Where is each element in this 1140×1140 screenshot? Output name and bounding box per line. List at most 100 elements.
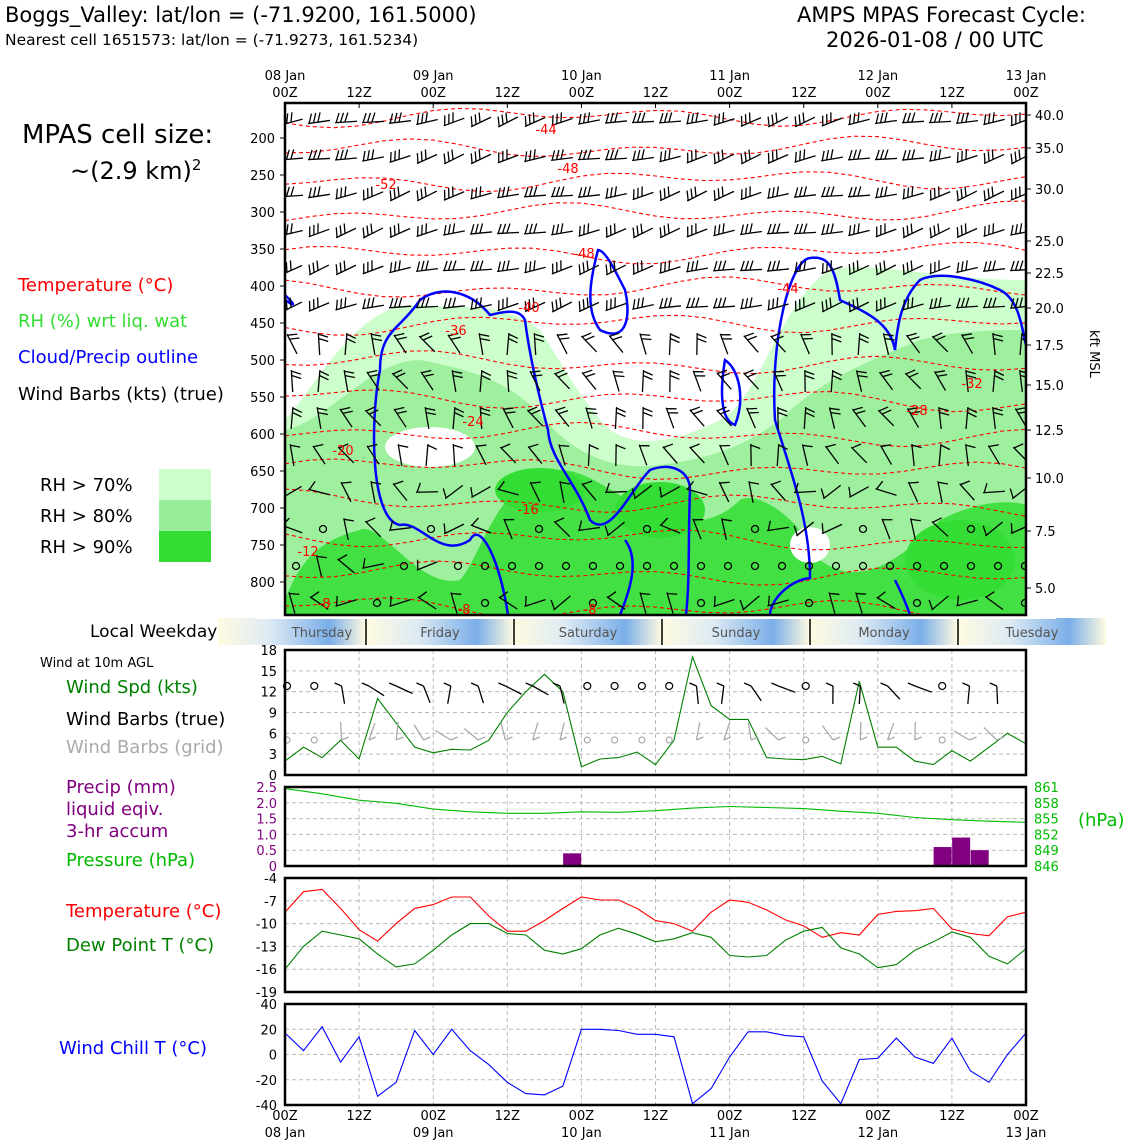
height-tick-label: 30.0 (1035, 183, 1064, 198)
surface-wind-barb (532, 685, 549, 696)
wind-barb-flag (497, 261, 502, 272)
wind-barb-flag (578, 187, 583, 198)
wind-barb-shaft (960, 334, 974, 354)
wind-barb-shaft (821, 230, 843, 236)
wind-barb-flag (609, 332, 620, 337)
wind-barb-flag (983, 482, 988, 493)
surface-wind-barb (422, 685, 431, 703)
wind-barb-flag (876, 480, 884, 490)
wind-barb-flag (396, 336, 407, 341)
weekday-label: Monday (858, 626, 910, 641)
wind-barb-flag (389, 297, 394, 308)
wind-barb-flag (982, 525, 987, 536)
wind-barb-shaft (443, 117, 465, 127)
wind-barb-flag (929, 150, 933, 162)
weekday-label: Sunday (712, 626, 761, 641)
wind-barb-shaft (877, 409, 895, 427)
calm-wind-circle (642, 524, 652, 534)
wind-barb-shaft (523, 194, 547, 198)
wind-barb-flag (641, 338, 652, 341)
wind-barb-flag (933, 225, 936, 236)
grid-wind-barb-flag (450, 736, 459, 741)
wind-barb-flag (589, 444, 599, 450)
wind-barb-shaft (659, 524, 681, 534)
wind-barb-shaft (686, 154, 708, 164)
wind-barb-shaft (905, 334, 921, 354)
wind-barb-flag (1019, 370, 1026, 374)
wind-barb-flag (344, 112, 349, 123)
bottom-day-label: 13 Jan (1006, 1126, 1047, 1140)
wind-barb-flag (282, 264, 283, 274)
wind-barb-shaft (443, 191, 465, 201)
wind-barb-flag (799, 150, 802, 161)
wind-barb-shaft (965, 369, 969, 393)
wind-barb-flag (578, 264, 581, 275)
rh90-core-2 (495, 468, 585, 512)
wind-barb-flag (555, 186, 561, 197)
bottom-day-label: 11 Jan (709, 1126, 750, 1140)
wind-barb-flag (670, 337, 680, 344)
wind-barb-flag (506, 223, 511, 234)
wind-barb-shaft (337, 446, 355, 464)
wind-barb-flag (369, 373, 380, 378)
precip-panel-ytick: 0.5 (256, 844, 277, 859)
wind-barb-shaft (551, 301, 573, 313)
wind-barb-flag (722, 112, 725, 123)
wind-barb-shaft (686, 267, 708, 273)
wind-barb-flag (393, 188, 396, 199)
wind-barb-flag (938, 297, 942, 308)
isotherm-label: -8 (458, 603, 471, 618)
wind-barb-shaft (471, 485, 491, 499)
wind-barb-shaft (822, 484, 842, 500)
cross-section-plot (282, 103, 1026, 615)
wind-barb-shaft (855, 592, 863, 614)
wind-barb-flag (503, 407, 514, 410)
wind-barb-flag (992, 112, 995, 123)
bottom-tick-label: 12Z (939, 1109, 965, 1124)
wind-barb-flag (821, 150, 825, 161)
cell-size-value: ~(2.9 km)2 (70, 156, 201, 185)
calm-wind-circle (561, 561, 571, 571)
wind-barb-shaft (985, 521, 1003, 537)
wind-barb-shaft (992, 369, 996, 393)
wind-barb-flag (290, 186, 295, 197)
isotherm-line (285, 488, 1026, 517)
wind-barb-shaft (389, 266, 411, 274)
wind-barb-flag (501, 114, 504, 125)
temp-panel-ytick: -16 (256, 963, 277, 978)
wind-barb-flag (987, 260, 992, 271)
wind-barb-flag (443, 153, 446, 164)
wind-barb-shaft (335, 192, 357, 200)
wind-barb-flag (964, 336, 975, 340)
wind-barb-flag (994, 370, 1005, 377)
wind-barb-shaft (1012, 446, 1026, 461)
wind-barb-shaft (397, 444, 403, 466)
wind-barb-flag (447, 151, 450, 162)
wind-barb-flag (659, 113, 664, 123)
wind-barb-flag (389, 113, 394, 124)
wind-barb-flag (632, 227, 635, 238)
wind-barb-flag (394, 261, 397, 272)
wind-barb-flag (686, 261, 690, 272)
wind-barb-flag (910, 223, 913, 234)
wind-barb-flag (965, 370, 976, 375)
grid-wind-barb-flag (341, 736, 349, 741)
wind-barb-shaft (605, 264, 627, 276)
wind-barb-flag (750, 444, 761, 450)
wind-barb-flag (883, 333, 894, 337)
wind-barb-shaft (692, 370, 702, 392)
wind-barb-shaft (983, 153, 1005, 165)
wind-barb-flag (966, 374, 977, 379)
wind-barb-flag (640, 333, 651, 336)
wind-barb-shaft (800, 333, 810, 355)
wind-barb-flag (830, 223, 834, 234)
isotherm-label: -44 (777, 282, 798, 297)
wind-barb-shaft (794, 116, 816, 128)
wind-barb-flag (794, 261, 798, 273)
wind-barb-shaft (956, 227, 978, 239)
wind-barb-flag (292, 407, 303, 414)
isotherm-label: -8 (318, 597, 331, 612)
calm-wind-circle (480, 598, 490, 608)
grid-wind-barb (413, 724, 425, 741)
wind-panel-ytick: 15 (260, 665, 277, 680)
